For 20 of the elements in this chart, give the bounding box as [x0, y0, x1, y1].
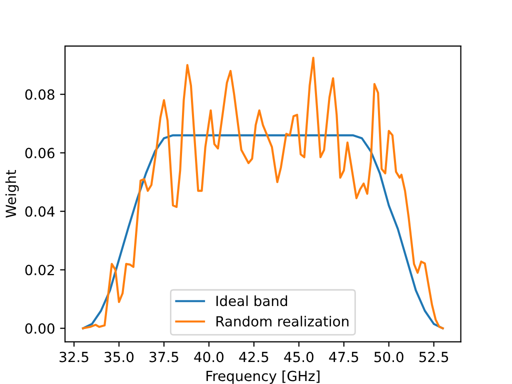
- x-tick-label: 32.5: [60, 352, 88, 362]
- x-tick-label: 40.0: [194, 352, 224, 362]
- line-series: [82, 56, 444, 330]
- x-tick-label: 52.5: [419, 352, 448, 362]
- legend-label: Ideal band: [216, 295, 288, 306]
- y-tick-label: 0.06: [25, 148, 54, 158]
- x-tick-label: 47.5: [329, 352, 358, 362]
- x-tick-label: 42.5: [239, 352, 268, 362]
- x-tick-label: 50.0: [374, 352, 404, 362]
- y-tick-label: 0.02: [25, 264, 54, 276]
- x-tick-label: 45.0: [284, 352, 314, 362]
- x-tick-label: 35.0: [104, 352, 134, 362]
- x-axis-title: Frequency [GHz]: [206, 370, 320, 384]
- legend-label: Random realization: [216, 316, 348, 327]
- x-tick-label: 37.5: [150, 352, 178, 362]
- y-tick-label: 0.00: [25, 323, 54, 334]
- y-axis-title: Weight: [5, 170, 19, 218]
- y-tick-label: 0.04: [25, 206, 55, 217]
- y-tick-label: 0.08: [25, 89, 54, 100]
- line-series: [82, 134, 444, 330]
